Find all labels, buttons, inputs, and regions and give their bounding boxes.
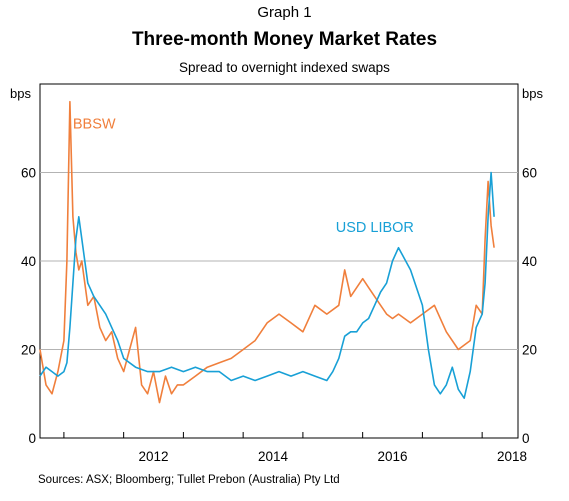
y-axis-label-right: bps: [522, 86, 543, 101]
x-tick-label-2018: 2018: [497, 449, 527, 464]
series-line-bbsw: [39, 100, 495, 404]
series-line-usd-libor: [39, 171, 495, 400]
chart-title: Three-month Money Market Rates: [131, 29, 438, 50]
y-tick-label-left: 0: [28, 431, 36, 446]
y-axis-label-left: bps: [10, 86, 31, 101]
x-tick-label-2012: 2012: [139, 449, 169, 464]
series-label-bbsw: BBSW: [73, 116, 116, 132]
axis-layer: 0 0 20 20 40 40 60 60 2012 2014 2016 2018: [21, 166, 537, 465]
y-tick-label-right: 40: [522, 254, 537, 269]
series-label-usd-libor: USD LIBOR: [336, 220, 414, 236]
y-tick-label-left: 40: [21, 254, 36, 269]
y-tick-label-right: 20: [522, 343, 537, 358]
grid-lines: [40, 172, 518, 350]
y-tick-label-right: 60: [522, 166, 537, 181]
x-tick-label-2016: 2016: [378, 449, 408, 464]
series-layer: BBSW USD LIBOR: [39, 100, 495, 404]
graph-label: Graph 1: [257, 4, 312, 21]
x-tick-label-2014: 2014: [258, 449, 289, 464]
y-tick-label-right: 0: [522, 431, 530, 446]
y-tick-label-left: 20: [21, 343, 36, 358]
chart-subtitle: Spread to overnight indexed swaps: [179, 60, 390, 75]
source-note: Sources: ASX; Bloomberg; Tullet Prebon (…: [38, 474, 340, 486]
y-tick-label-left: 60: [21, 166, 36, 181]
